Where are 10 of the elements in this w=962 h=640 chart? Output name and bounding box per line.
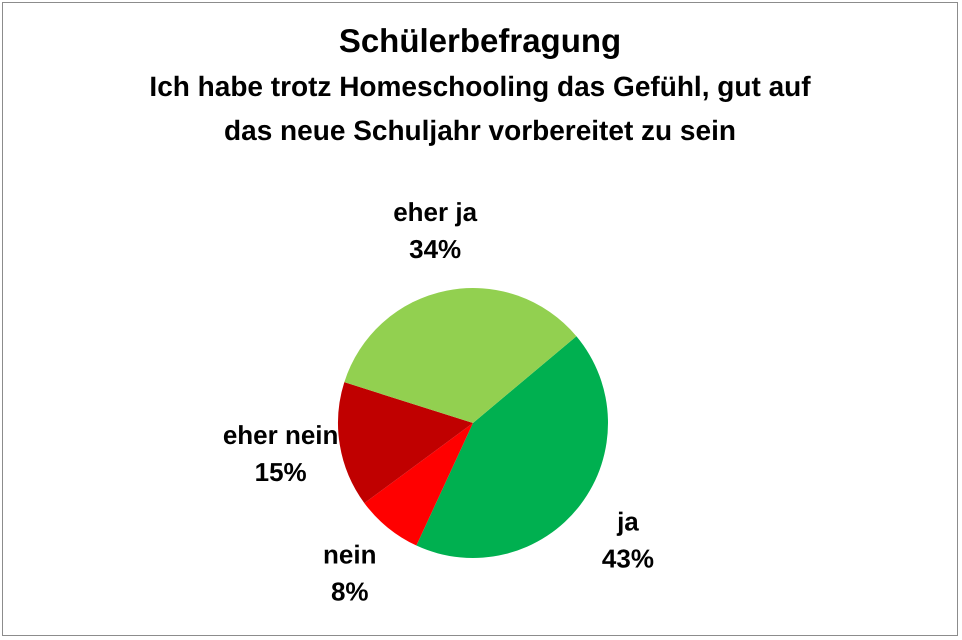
data-label: 15% — [254, 457, 307, 488]
data-label: 8% — [330, 576, 369, 606]
slice-label: nein — [323, 539, 376, 570]
chart-title: Schülerbefragung — [338, 21, 622, 61]
slice-label: eher nein — [222, 420, 338, 450]
chart-subtitle: Ich habe trotz Homeschooling das Gefühl, gut auf das neue Schuljahr vorbereitet zu sein — [148, 70, 812, 148]
data-label: 34% — [409, 234, 462, 264]
slice-label: ja — [616, 506, 640, 537]
slice-label: eher ja — [393, 196, 478, 227]
data-label: 43% — [602, 544, 654, 574]
